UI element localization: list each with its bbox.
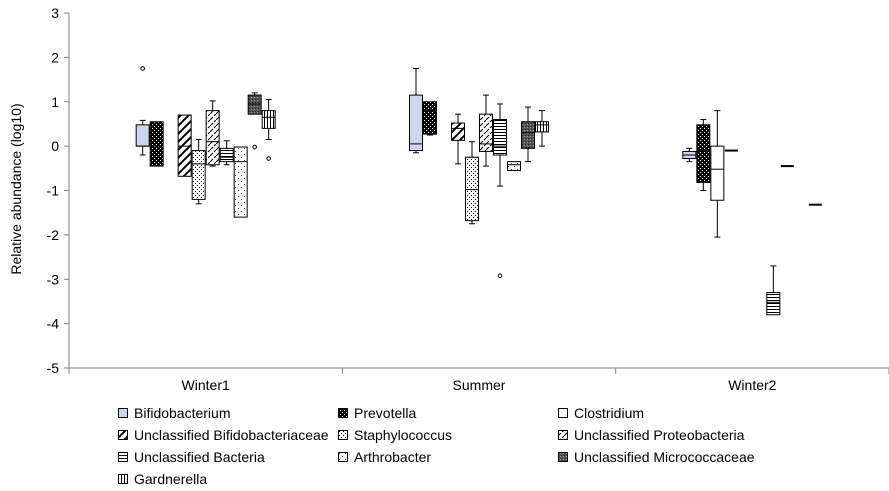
x-tick-label: Summer xyxy=(453,377,506,393)
box-prevotella-summer xyxy=(423,101,437,136)
legend-item: Clostridium xyxy=(558,402,644,424)
legend-label: Arthrobacter xyxy=(354,449,432,465)
y-tick-label: 2 xyxy=(51,49,59,65)
legend-label: Unclassified Bifidobacteriaceae xyxy=(134,427,329,443)
y-tick-label: -4 xyxy=(47,316,60,332)
box-prevotella-winter1 xyxy=(149,121,164,167)
legend-label: Unclassified Micrococcaceae xyxy=(574,449,755,465)
legend-item: Unclassified Bacteria xyxy=(118,446,265,468)
box-unclassified-bifidobacteriaceae-winter1 xyxy=(177,114,192,177)
legend-item: Prevotella xyxy=(338,402,416,424)
legend-swatch xyxy=(338,452,348,462)
legend-item: Unclassified Bifidobacteriaceae xyxy=(118,424,329,446)
y-tick-label: -2 xyxy=(47,227,60,243)
legend-swatch xyxy=(338,430,348,440)
legend: Bifidobacterium Prevotella Clostridium Uncl… xyxy=(118,402,818,488)
box-unclassified-bacteria-summer xyxy=(493,103,507,279)
box-bifidobacterium-summer xyxy=(409,67,423,154)
legend-swatch xyxy=(558,452,568,462)
legend-label: Gardnerella xyxy=(134,471,208,487)
legend-label: Staphylococcus xyxy=(354,427,453,443)
legend-swatch xyxy=(558,430,568,440)
y-tick-label: 0 xyxy=(51,138,59,154)
legend-label: Unclassified Bacteria xyxy=(134,449,265,465)
legend-item: Bifidobacterium xyxy=(118,402,231,424)
box-unclassified-bacteria-winter2 xyxy=(766,265,781,316)
legend-swatch xyxy=(558,408,568,418)
legend-label: Clostridium xyxy=(574,405,645,421)
legend-swatch xyxy=(118,408,128,418)
box-bifidobacterium-winter2 xyxy=(682,147,697,163)
box-unclassified-bacteria-winter1 xyxy=(219,140,234,166)
box-unclassified-proteobacteria-summer xyxy=(479,94,493,167)
legend-label: Bifidobacterium xyxy=(134,405,231,421)
x-tick-label: Winter1 xyxy=(182,377,230,393)
outlier xyxy=(140,66,145,71)
box-arthrobacter-winter1 xyxy=(233,146,248,218)
legend-label: Unclassified Proteobacteria xyxy=(574,427,745,443)
legend-item: Staphylococcus xyxy=(338,424,452,446)
box-unclassified-proteobacteria-winter1 xyxy=(205,100,220,167)
boxplot-chart: 3 2 1 0 -1 -2 -3 -4 -5 Winter1 Summer Winter2 Relat… xyxy=(8,5,889,393)
y-tick-label: 1 xyxy=(51,94,59,110)
box-clostridium-winter2 xyxy=(710,110,725,238)
box-unclassified-micrococcaceae-summer xyxy=(521,106,535,163)
legend-swatch xyxy=(118,430,128,440)
box-prevotella-winter2 xyxy=(696,119,711,191)
x-tick-label: Winter2 xyxy=(728,377,776,393)
outlier xyxy=(266,156,271,161)
box-gardnerella-winter1 xyxy=(261,99,276,161)
box-unclassified-bifidobacteriaceae-summer xyxy=(451,113,465,165)
y-tick-label: -1 xyxy=(47,183,60,199)
legend-item: Arthrobacter xyxy=(338,446,431,468)
outlier xyxy=(497,273,503,279)
box-gardnerella-summer xyxy=(535,110,549,147)
legend-item: Gardnerella xyxy=(118,468,207,490)
legend-swatch xyxy=(118,452,128,462)
y-tick-label: -5 xyxy=(47,360,60,376)
box-bifidobacterium-winter1 xyxy=(135,66,150,156)
outlier xyxy=(252,144,257,150)
legend-item: Unclassified Micrococcaceae xyxy=(558,446,755,468)
y-tick-label: 3 xyxy=(51,5,59,21)
legend-item: Unclassified Proteobacteria xyxy=(558,424,744,446)
box-staphylococcus-winter1 xyxy=(191,138,206,205)
legend-label: Prevotella xyxy=(354,405,417,421)
legend-swatch xyxy=(118,474,128,484)
legend-swatch xyxy=(338,408,348,418)
y-axis-title: Relative abundance (log10) xyxy=(8,103,24,274)
box-unclassified-micrococcaceae-winter1 xyxy=(247,92,262,150)
box-staphylococcus-summer xyxy=(465,141,479,225)
box-arthrobacter-summer xyxy=(507,161,521,172)
y-tick-label: -3 xyxy=(47,271,60,287)
